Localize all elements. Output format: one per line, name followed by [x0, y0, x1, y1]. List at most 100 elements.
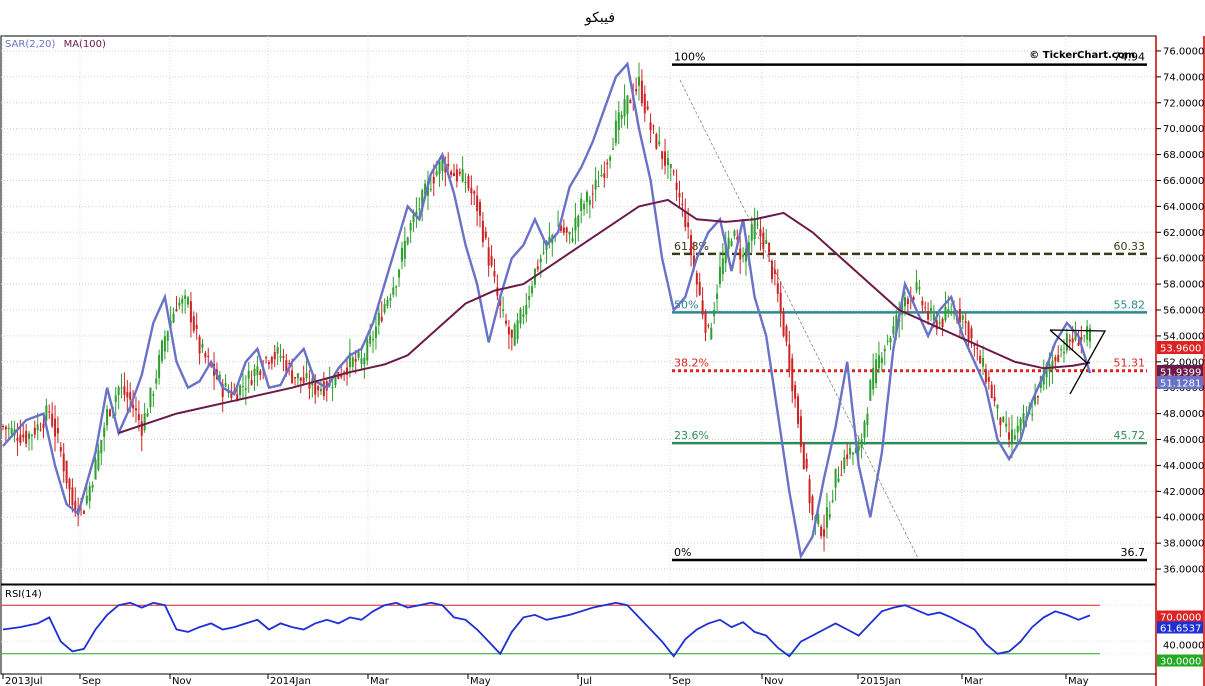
candle-body — [854, 448, 857, 454]
candle-body — [1045, 364, 1048, 378]
candle-body — [484, 231, 487, 238]
candle-body — [525, 304, 528, 315]
candle-body — [265, 357, 268, 359]
candle-body — [843, 457, 846, 470]
price-tick-label: 36.0000 — [1163, 565, 1204, 576]
candle-body — [1016, 425, 1019, 433]
candle-body — [565, 227, 568, 233]
candle-body — [432, 176, 435, 184]
candle-body — [502, 309, 505, 311]
candle-body — [172, 313, 175, 323]
candle-body — [768, 242, 771, 253]
candle-body — [458, 171, 461, 174]
fib-pct-label: 100% — [674, 51, 705, 64]
candle-body — [146, 413, 149, 417]
candle-body — [39, 429, 42, 431]
candle-body — [557, 225, 560, 227]
x-tick-label: 2014Jan — [270, 676, 311, 686]
candle-body — [837, 478, 840, 482]
candle-body — [441, 157, 444, 172]
price-tick-label: 40.0000 — [1163, 513, 1204, 524]
candle-body — [1010, 429, 1013, 443]
candle-body — [823, 529, 826, 537]
price-tick-label: 46.0000 — [1163, 435, 1204, 446]
rsi-tag-box — [1157, 610, 1203, 623]
price-tick-label: 62.0000 — [1163, 228, 1204, 239]
price-tick-label: 58.0000 — [1163, 280, 1204, 291]
x-tick-label: May — [1068, 676, 1089, 686]
candle-body — [513, 324, 516, 346]
watermark-text: © TickerChart.com — [1029, 50, 1135, 61]
candle-body — [747, 242, 750, 255]
candle-body — [727, 237, 730, 249]
candle-body — [496, 287, 499, 296]
candle-body — [762, 232, 765, 250]
candle-body — [161, 340, 164, 362]
candle-body — [519, 308, 522, 324]
candle-body — [1036, 396, 1039, 398]
candle-body — [470, 187, 473, 194]
candle-body — [600, 174, 603, 177]
candle-body — [398, 269, 401, 278]
candle-body — [424, 183, 427, 195]
candle-body — [817, 514, 820, 525]
candle-body — [591, 193, 594, 195]
candle-body — [120, 387, 123, 389]
price-tick-label: 70.0000 — [1163, 124, 1204, 135]
candle-body — [308, 384, 311, 389]
candle-body — [661, 151, 664, 159]
candle-body — [490, 255, 493, 266]
price-tick-label: 44.0000 — [1163, 461, 1204, 472]
candle-body — [493, 271, 496, 277]
candle-body — [1034, 395, 1037, 405]
candle-body — [924, 307, 927, 309]
candle-body — [825, 507, 828, 528]
candle-body — [675, 182, 678, 190]
candle-body — [773, 269, 776, 275]
candle-body — [996, 404, 999, 409]
candle-body — [1077, 342, 1080, 346]
x-tick-label: Nov — [172, 676, 192, 686]
candle-body — [1013, 435, 1016, 440]
candle-body — [889, 337, 892, 343]
candle-body — [366, 339, 369, 361]
candle-body — [505, 320, 508, 324]
candle-body — [669, 164, 672, 168]
candle-body — [531, 286, 534, 294]
candle-body — [993, 396, 996, 402]
fib-value-label: 74.94 — [1114, 51, 1146, 64]
candle-body — [406, 237, 409, 244]
candle-body — [1080, 336, 1083, 340]
price-tag-box — [1157, 341, 1203, 354]
candle-body — [1002, 416, 1005, 422]
candle-body — [487, 247, 490, 266]
candle-body — [797, 396, 800, 424]
price-axis-labels: 36.0000 38.0000 40.0000 42.0000 44.0000 46.00… — [1156, 46, 1204, 576]
candle-body — [736, 237, 739, 240]
candle-body — [429, 188, 432, 190]
candle-body — [687, 222, 690, 228]
candle-body — [1062, 351, 1065, 354]
x-tick-label: Jul — [579, 676, 592, 686]
candle-body — [571, 238, 574, 242]
candle-body — [10, 428, 13, 435]
candle-body — [137, 414, 140, 421]
candle-body — [724, 242, 727, 264]
candle-body — [528, 295, 531, 300]
candle-body — [756, 224, 759, 226]
candle-body — [863, 421, 866, 438]
candle-body — [201, 344, 204, 348]
candle-body — [192, 316, 195, 331]
candle-body — [718, 266, 721, 284]
candle-body — [759, 229, 762, 237]
candle-body — [577, 215, 580, 228]
candle-body — [620, 114, 623, 119]
candle-body — [400, 247, 403, 262]
candle-body — [643, 93, 646, 114]
candle-body — [343, 371, 346, 374]
fib-value-label: 36.7 — [1121, 546, 1146, 559]
candle-body — [334, 374, 337, 386]
candle-body — [539, 258, 542, 263]
candle-body — [317, 386, 320, 391]
candle-body — [606, 162, 609, 165]
